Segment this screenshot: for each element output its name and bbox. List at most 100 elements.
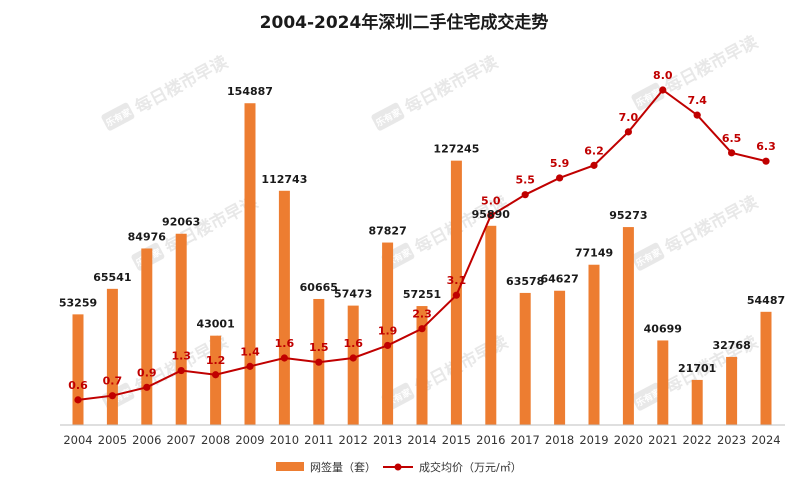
- bar: [485, 225, 497, 425]
- legend-line-marker: [394, 463, 402, 471]
- bar-data-label: 53259: [59, 296, 97, 309]
- bar: [210, 335, 222, 425]
- line-data-label: 1.3: [171, 350, 191, 363]
- watermark-text: 每日楼市早读: [401, 51, 501, 117]
- x-tick-label: 2015: [442, 433, 471, 447]
- line-point: [384, 341, 392, 350]
- line-point: [762, 157, 770, 165]
- bar: [519, 292, 531, 425]
- line-point: [246, 362, 254, 370]
- chart-title: 2004-2024年深圳二手住宅成交走势: [260, 12, 549, 33]
- bar: [244, 103, 256, 426]
- bar-data-label: 95890: [472, 208, 511, 221]
- x-tick-label: 2013: [373, 433, 402, 447]
- line-data-label: 6.2: [584, 144, 604, 157]
- bar: [622, 227, 634, 425]
- line-data-label: 6.5: [722, 132, 742, 145]
- line-data-label: 1.6: [343, 337, 363, 350]
- bar-data-label: 40699: [644, 322, 682, 335]
- bar: [657, 340, 669, 425]
- x-tick-label: 2018: [545, 433, 574, 447]
- line-data-label: 5.5: [515, 174, 535, 187]
- bar-data-label: 21701: [678, 362, 716, 375]
- bar: [347, 305, 359, 425]
- x-tick-label: 2016: [476, 433, 505, 447]
- bar: [106, 288, 118, 425]
- watermark-text: 每日楼市早读: [661, 31, 761, 97]
- x-tick-label: 2012: [339, 433, 368, 447]
- bar-data-label: 57251: [403, 288, 441, 301]
- line-data-label: 1.4: [240, 345, 260, 358]
- watermark-text: 每日楼市早读: [661, 191, 761, 257]
- x-tick-label: 2010: [270, 433, 299, 447]
- line-data-label: 1.6: [275, 337, 295, 350]
- watermark-badge: [631, 382, 665, 411]
- bar: [278, 190, 290, 425]
- bar: [141, 248, 153, 425]
- line-point: [659, 86, 667, 94]
- line-data-label: 0.9: [137, 366, 157, 379]
- bar: [691, 379, 703, 425]
- bars-layer: [72, 103, 772, 426]
- line-point: [177, 366, 185, 375]
- line-point: [624, 128, 633, 136]
- x-tick-label: 2009: [235, 433, 264, 447]
- line-point: [108, 392, 116, 400]
- x-tick-labels: 2004 2005 2006 2007 2008 2009 2010 2011 2012 2013…: [63, 433, 780, 447]
- bar-data-label: 60665: [300, 281, 338, 294]
- line-data-label: 6.3: [756, 140, 776, 153]
- x-tick-label: 2019: [579, 433, 608, 447]
- bar-data-label: 54487: [747, 294, 785, 307]
- x-tick-label: 2023: [717, 433, 746, 447]
- watermark-badge: [371, 102, 405, 131]
- bar-data-label: 95273: [609, 209, 647, 222]
- line-point: [452, 291, 460, 299]
- watermark-badge: [101, 102, 135, 131]
- line-data-label: 5.9: [550, 157, 570, 170]
- x-tick-label: 2004: [63, 433, 92, 447]
- line-data-label: 5.0: [481, 195, 501, 208]
- line-point: [590, 161, 598, 169]
- bar: [588, 264, 600, 425]
- bar-data-label: 84976: [128, 230, 167, 243]
- bar-data-label: 154887: [227, 85, 273, 98]
- line-point: [349, 354, 357, 362]
- bar-data-label: 87827: [368, 225, 406, 238]
- legend: 网签量（套） 成交均价（万元/㎡）: [276, 460, 522, 474]
- line-point: [143, 383, 151, 391]
- bar: [416, 306, 428, 425]
- line-point: [487, 212, 495, 220]
- line-data-label: 1.9: [378, 324, 398, 337]
- line-point: [556, 174, 564, 182]
- line-data-label: 1.2: [206, 354, 226, 367]
- bar-data-label: 43001: [196, 318, 234, 331]
- x-tick-label: 2008: [201, 433, 230, 447]
- line-point: [315, 358, 323, 366]
- legend-bar-swatch: [276, 462, 304, 471]
- bar: [726, 356, 738, 425]
- legend-bar-label: 网签量（套）: [310, 460, 376, 474]
- x-tick-label: 2021: [648, 433, 677, 447]
- line-point: [74, 396, 82, 404]
- watermark-badge: [631, 82, 665, 111]
- bar: [175, 233, 187, 425]
- line-point: [728, 149, 736, 157]
- x-tick-label: 2024: [751, 433, 780, 447]
- line-data-label: 3.1: [447, 274, 467, 287]
- line-point: [521, 191, 529, 199]
- line-point: [280, 354, 288, 362]
- bar-data-label: 32768: [712, 339, 750, 352]
- x-tick-label: 2020: [614, 433, 643, 447]
- bar: [760, 311, 772, 425]
- line-data-label: 2.3: [412, 308, 432, 321]
- bar-data-label: 92063: [162, 216, 200, 229]
- x-tick-label: 2005: [98, 433, 127, 447]
- x-tick-label: 2022: [683, 433, 712, 447]
- bar-data-label: 65541: [93, 271, 131, 284]
- watermark-badge: [631, 242, 665, 271]
